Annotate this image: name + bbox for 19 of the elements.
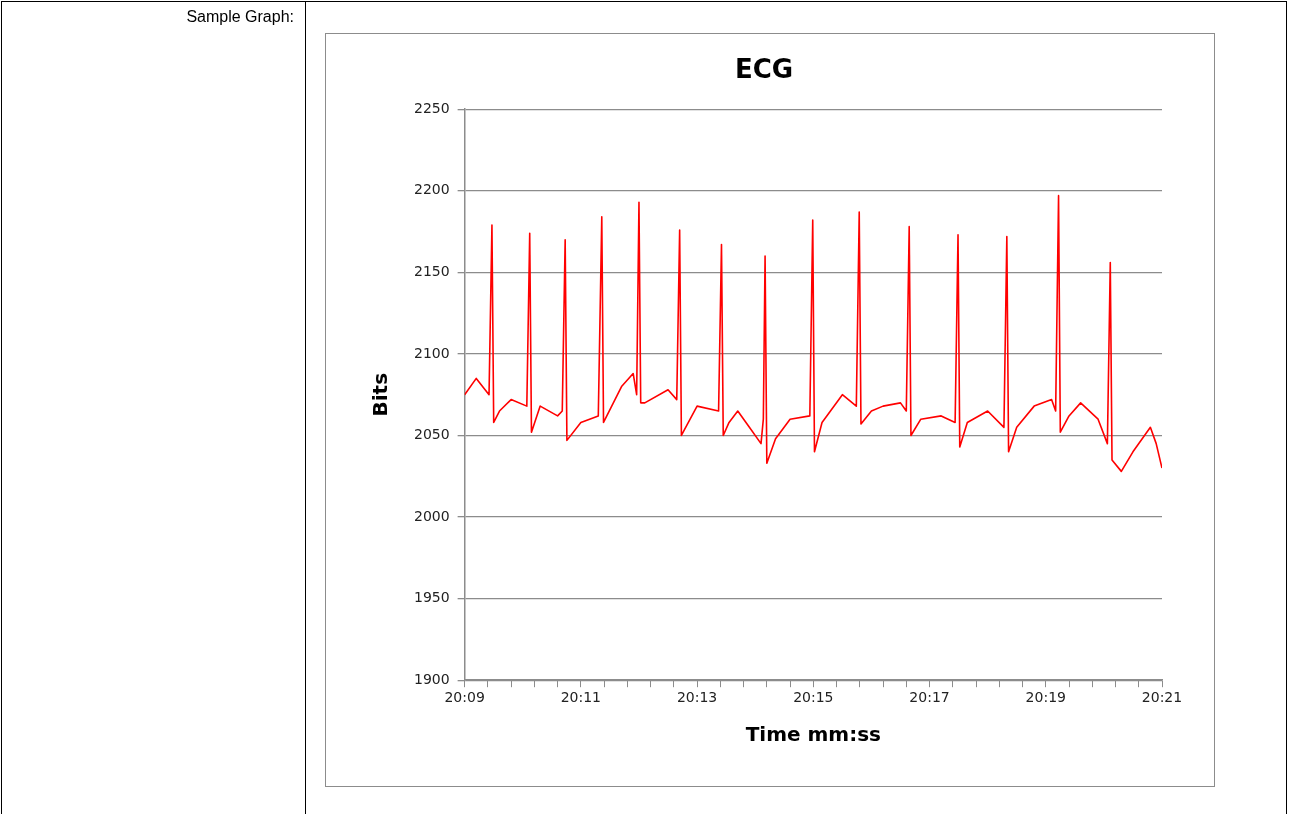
x-tick-label: 20:19 [1025, 689, 1066, 706]
x-tick-label: 20:15 [793, 689, 834, 706]
y-tick-label: 2000 [413, 507, 450, 524]
y-tick-label: 2150 [413, 262, 450, 279]
x-tick-label: 20:11 [560, 689, 602, 706]
chart-title: ECG [734, 54, 794, 85]
y-tick-label: 2250 [413, 99, 450, 116]
x-tick-label: 20:13 [676, 689, 718, 706]
x-axis-title: Time mm:ss [745, 722, 881, 747]
y-axis-title: Bits [368, 372, 393, 417]
y-tick-label: 2200 [413, 181, 450, 198]
y-tick-label: 1900 [413, 670, 450, 687]
y-tick-label: 1950 [413, 589, 450, 606]
y-tick-label: 2050 [413, 426, 450, 443]
text: Sample Graph: [185, 8, 294, 26]
y-tick-label: 2100 [413, 344, 450, 361]
x-tick-label: 20:17 [909, 689, 950, 706]
x-tick-label: 20:09 [444, 689, 485, 706]
x-tick-label: 20:21 [1141, 689, 1183, 706]
